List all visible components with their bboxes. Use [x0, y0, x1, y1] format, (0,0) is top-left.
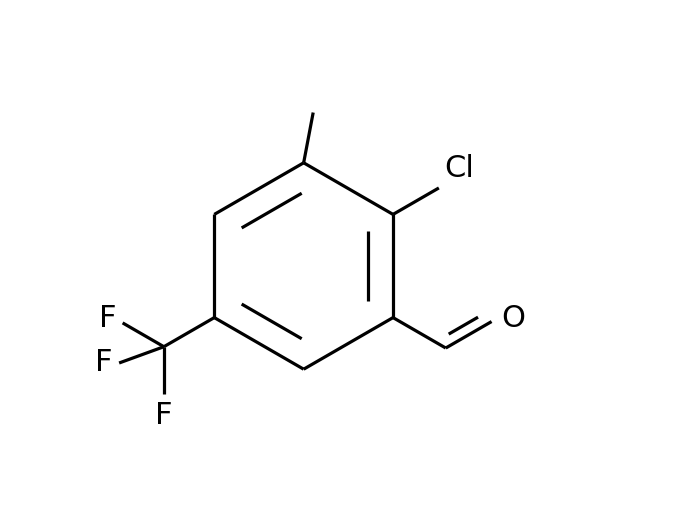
- Text: F: F: [95, 348, 113, 378]
- Text: Cl: Cl: [444, 154, 474, 182]
- Text: F: F: [99, 304, 116, 333]
- Text: O: O: [501, 304, 525, 334]
- Text: F: F: [155, 401, 172, 430]
